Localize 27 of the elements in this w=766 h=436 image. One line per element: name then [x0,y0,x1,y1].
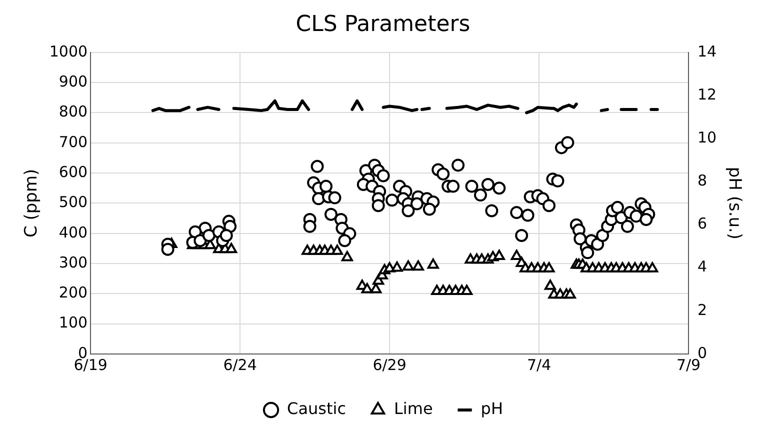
y-tick-label: 1000 [49,42,88,60]
y2-tick-label: 0 [698,344,708,362]
x-tick-label: 6/29 [372,356,406,374]
y-tick-label: 900 [58,72,88,90]
y2-tick-label: 8 [698,172,708,190]
y-tick-label: 300 [58,253,88,272]
legend-label: Lime [394,399,433,418]
y2-tick-label: 2 [698,300,708,319]
y2-tick-label: 14 [698,42,717,60]
y-tick-label: 200 [58,284,88,302]
chart-title: CLS Parameters [296,12,470,37]
legend-label: pH [480,399,503,418]
y2-tick-label: 12 [698,85,717,104]
y-tick-label: 100 [58,314,88,332]
y2-axis-title: pH (s.u.) [724,166,744,240]
y-tick-label: 800 [58,102,88,121]
y-axis-title: C (ppm) [22,168,42,238]
y-tick-label: 500 [58,193,88,212]
x-tick-label: 7/4 [526,356,552,374]
x-tick-label: 6/24 [223,356,257,374]
y2-tick-label: 4 [698,258,708,276]
y-tick-label: 400 [58,223,88,242]
y-tick-label: 700 [58,132,88,151]
legend-label: Caustic [287,399,346,418]
y2-tick-label: 10 [698,128,717,146]
y-tick-label: 600 [58,162,88,181]
y2-tick-label: 6 [698,214,708,233]
